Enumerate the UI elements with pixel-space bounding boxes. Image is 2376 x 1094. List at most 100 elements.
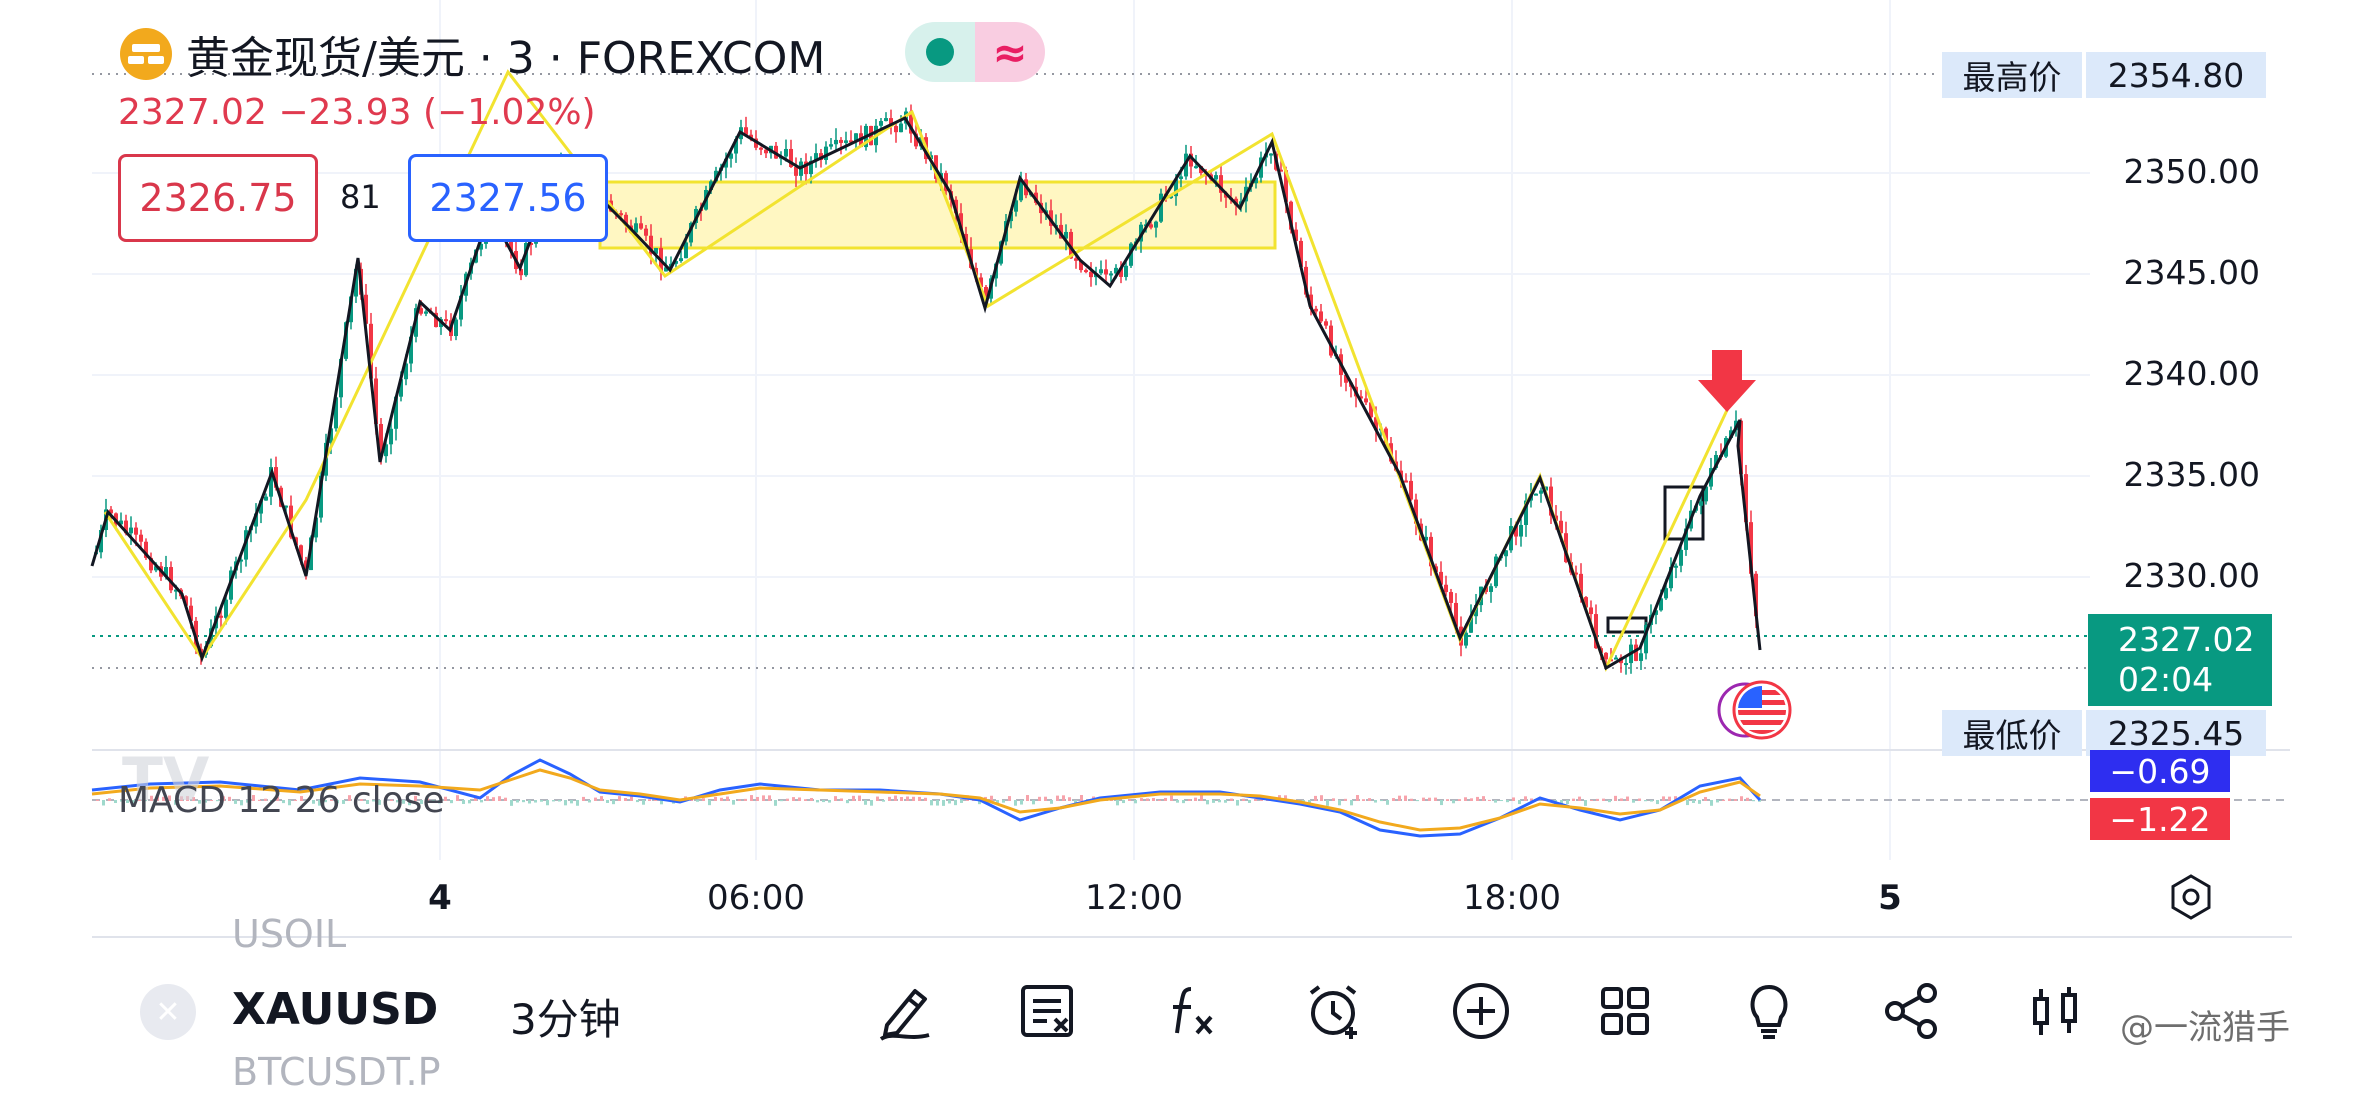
share-icon[interactable] [1876,976,1946,1046]
macd-histogram-bar [960,800,963,803]
macd-histogram-bar [1668,796,1671,801]
candle-body [1189,153,1193,167]
symbol-title: 黄金现货/美元 · 3 · FOREXCOM [186,33,826,84]
zigzag-black[interactable] [90,116,1762,671]
candle-body [1744,474,1748,523]
us-economic-event-icon[interactable] [1717,680,1792,740]
buy-button[interactable]: 2327.56 [408,154,608,242]
macd-histogram-bar [978,800,981,805]
macd-histogram-bar [1182,800,1185,804]
lightbulb-icon[interactable] [1734,976,1804,1046]
macd-histogram-bar [438,800,441,804]
macd-histogram-bar [1440,800,1443,806]
macd-histogram-bar [648,799,651,801]
candle-body [1324,321,1328,326]
candle-body [849,140,853,143]
macd-signal-line [91,768,1761,832]
candle-body [1344,374,1348,383]
candle-body [1739,420,1743,475]
candle-body [134,527,138,535]
candle-body [119,520,123,525]
candle-body [649,235,653,254]
macd-histogram [96,795,1761,806]
candle-body [839,139,843,143]
candle-body [1384,428,1388,444]
macd-histogram-bar [246,800,249,803]
candle-body [334,397,338,429]
macd-histogram-bar [558,800,561,802]
candle-body [394,396,398,429]
macd-indicator-label[interactable]: MACD 12 26 close [118,780,445,821]
macd-histogram-bar [1044,796,1047,801]
macd-histogram-bar [1704,797,1707,801]
close-icon[interactable]: ✕ [140,984,196,1040]
current-price-tag[interactable]: 2327.02 02:04 [2088,614,2272,706]
macd-histogram-bar [1038,796,1041,801]
macd-histogram-bar [1524,796,1527,801]
next-symbol-ghost[interactable]: BTCUSDT.P [232,1050,441,1094]
macd-histogram-bar [1248,800,1251,803]
candle-body [1084,270,1088,273]
price-tick-2345: 2345.00 [2123,253,2260,292]
plus-circle-icon[interactable] [1446,976,1516,1046]
candle-body [1534,493,1538,496]
candle-body [1174,178,1178,197]
interval-selector[interactable]: 3分钟 [510,995,621,1044]
candle-body [169,567,173,591]
candle-body [154,566,158,571]
macd-histogram-bar [552,800,555,802]
candle-body [1404,480,1408,483]
candle-body [1099,269,1103,274]
macd-histogram-bar [1488,799,1491,801]
macd-histogram-bar [1188,799,1191,801]
macd-histogram-bar [792,797,795,801]
macd-histogram-bar [1566,800,1569,805]
candle-body [1439,571,1443,585]
sell-arrow-icon[interactable] [1698,350,1756,412]
macd-histogram-bar [1650,800,1653,802]
candle-body [1454,602,1458,627]
macd-histogram-bar [660,800,663,805]
candles-icon[interactable] [2020,976,2090,1046]
market-status-pill[interactable]: ≈ [905,22,1045,82]
time-label-1200: 12:00 [1085,878,1183,918]
macd-histogram-bar [1236,800,1239,806]
candle-body [1159,193,1163,222]
prev-symbol-ghost[interactable]: USOIL [232,912,347,956]
sell-button[interactable]: 2326.75 [118,154,318,242]
macd-histogram-bar [1080,795,1083,801]
candle-body [1364,398,1368,403]
zigzag-yellow[interactable] [103,69,1730,672]
candle-body [829,144,833,147]
candle-body [1369,402,1373,418]
current-price-value: 2327.02 [2118,620,2255,659]
pencil-icon[interactable] [870,976,940,1046]
candle-body [479,243,483,250]
alarm-add-icon[interactable] [1300,976,1370,1046]
macd-histogram-bar [570,800,573,804]
candle-body [1639,653,1643,661]
bottom-symbol-name[interactable]: XAUUSD [232,984,439,1035]
macd-histogram-bar [1242,798,1245,801]
grid-icon[interactable] [1590,976,1660,1046]
notes-icon[interactable] [1012,976,1082,1046]
macd-histogram-bar [1326,800,1329,806]
candle-body [314,517,318,538]
candle-body [1714,455,1718,469]
macd-histogram-bar [756,796,759,801]
candle-body [764,149,768,154]
macd-histogram-bar [306,799,309,801]
macd-histogram-bar [1476,796,1479,801]
macd-histogram-bar [1626,796,1629,801]
indicator-fx-icon[interactable] [1158,976,1228,1046]
macd-histogram-bar [300,796,303,801]
author-watermark: @一流猎手 [2120,1008,2290,1048]
chart-settings-icon[interactable] [2166,872,2216,922]
candle-body [1114,267,1118,274]
candle-body [709,181,713,190]
candle-body [424,311,428,314]
green-dot-icon [926,38,954,66]
symbol-header[interactable]: 黄金现货/美元 · 3 · FOREXCOM [120,22,825,86]
macd-histogram-bar [1632,800,1635,803]
